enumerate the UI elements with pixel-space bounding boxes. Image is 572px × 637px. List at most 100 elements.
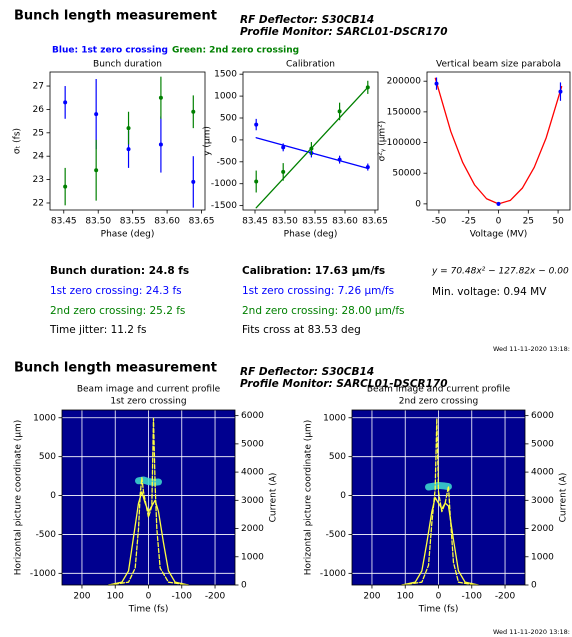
y-tick-label: 1000 (323, 413, 346, 423)
y-tick-label: 1000 (214, 92, 237, 102)
x-tick-label: 83.50 (85, 217, 111, 227)
y2-tick-label: 6000 (241, 411, 264, 421)
x-tick-label: 83.65 (362, 217, 388, 227)
y2-tick-label: 0 (531, 581, 537, 591)
y2-tick-label: 3000 (531, 496, 554, 506)
plot-frame (427, 72, 570, 210)
data-point (127, 126, 131, 130)
header-title: Bunch length measurement (14, 9, 217, 24)
summary-fits-cross: Fits cross at 83.53 deg (242, 324, 361, 336)
x-tick-label: -200 (495, 592, 516, 602)
data-point (191, 180, 195, 184)
y-tick-label: 24 (33, 152, 45, 162)
data-point (127, 147, 131, 151)
y2-tick-label: 5000 (531, 439, 554, 449)
data-point (281, 145, 285, 149)
data-point (63, 185, 67, 189)
y2-axis-label: Current (A) (559, 473, 569, 523)
x-tick-label: 83.45 (242, 217, 268, 227)
plot-frame (50, 72, 205, 210)
y-tick-label: 0 (50, 491, 56, 501)
header-title: Bunch length measurement (14, 361, 217, 376)
y-tick-label: 25 (33, 128, 44, 138)
x-axis-label: Time (fs) (128, 605, 169, 615)
x-axis-label: Phase (deg) (101, 230, 155, 240)
y-axis-label: y (µm) (203, 126, 213, 156)
data-point (309, 147, 313, 151)
summary-min-voltage: Min. voltage: 0.94 MV (432, 286, 547, 298)
y-tick-label: 0 (340, 491, 346, 501)
x-tick-label: -100 (462, 592, 483, 602)
x-tick-label: 83.60 (332, 217, 358, 227)
y-tick-label: 500 (39, 452, 56, 462)
y-tick-label: -1500 (211, 201, 237, 211)
y-tick-label: -500 (326, 530, 347, 540)
plot-frame (243, 72, 378, 210)
y-tick-label: 0 (415, 199, 421, 209)
chart-title: Beam image and current profile (77, 385, 221, 395)
y2-tick-label: 5000 (241, 439, 264, 449)
y-tick-label: -1000 (211, 179, 237, 189)
data-point (94, 112, 98, 116)
data-point (281, 170, 285, 174)
y-tick-label: 26 (33, 105, 45, 115)
y-tick-label: -500 (36, 530, 57, 540)
x-tick-label: -50 (432, 217, 447, 227)
data-point (366, 165, 370, 169)
data-point (338, 158, 342, 162)
y-tick-label: 27 (33, 82, 44, 92)
data-point (159, 143, 163, 147)
y2-tick-label: 6000 (531, 411, 554, 421)
data-point (159, 96, 163, 100)
y-tick-label: -1000 (320, 569, 346, 579)
line-series (435, 78, 561, 204)
y2-tick-label: 1000 (531, 552, 554, 562)
y2-tick-label: 0 (241, 581, 247, 591)
y2-tick-label: 2000 (531, 524, 554, 534)
x-tick-label: 83.45 (51, 217, 77, 227)
x-tick-label: -100 (172, 592, 193, 602)
y2-tick-label: 2000 (241, 524, 264, 534)
y-tick-label: 23 (33, 175, 44, 185)
timestamp: Wed 11-11-2020 13:18: (493, 628, 570, 636)
report: Bunch length measurement RF Deflector: S… (0, 0, 572, 637)
data-point (366, 85, 370, 89)
x-tick-label: 83.50 (272, 217, 298, 227)
x-tick-label: 200 (73, 592, 90, 602)
chart-title: Calibration (286, 60, 335, 70)
y-tick-label: 500 (220, 114, 237, 124)
x-tick-label: 83.55 (120, 217, 146, 227)
y-tick-label: -500 (217, 157, 238, 167)
y-tick-label: 200000 (387, 77, 422, 87)
x-tick-label: 0 (496, 217, 502, 227)
timestamp: Wed 11-11-2020 13:18: (493, 345, 570, 353)
x-tick-label: 25 (523, 217, 534, 227)
data-point (558, 90, 562, 94)
y-tick-label: 1000 (33, 413, 56, 423)
data-point (254, 123, 258, 127)
summary-duration: Bunch duration: 24.8 fs (50, 265, 189, 277)
summary-duration-1: 1st zero crossing: 24.3 fs (50, 285, 182, 297)
data-point (497, 202, 501, 206)
legend-blue: Blue: 1st zero crossing (52, 46, 168, 56)
y-tick-label: 50000 (392, 169, 421, 179)
x-tick-label: 83.60 (154, 217, 180, 227)
y-tick-label: 150000 (387, 107, 422, 117)
data-point (94, 168, 98, 172)
summary-jitter: Time jitter: 11.2 fs (49, 324, 146, 336)
y-tick-label: 100000 (387, 138, 422, 148)
y2-tick-label: 4000 (241, 468, 264, 478)
chart-subtitle: 1st zero crossing (110, 397, 186, 407)
data-point (191, 110, 195, 114)
header-deflector: RF Deflector: S30CB14 (240, 366, 374, 378)
summary-calibration-2: 2nd zero crossing: 28.00 µm/fs (242, 305, 405, 317)
y-tick-label: 1500 (214, 70, 237, 80)
header-monitor: Profile Monitor: SARCL01-DSCR170 (240, 26, 448, 38)
y-axis-label: Horizontal picture coordinate (µm) (304, 420, 314, 576)
x-tick-label: -200 (205, 592, 226, 602)
summary-duration-2: 2nd zero crossing: 25.2 fs (50, 305, 185, 317)
y-tick-label: 0 (231, 135, 237, 145)
chart-title: Bunch duration (93, 60, 162, 70)
x-axis-label: Time (fs) (418, 605, 459, 615)
x-axis-label: Voltage (MV) (470, 230, 528, 240)
